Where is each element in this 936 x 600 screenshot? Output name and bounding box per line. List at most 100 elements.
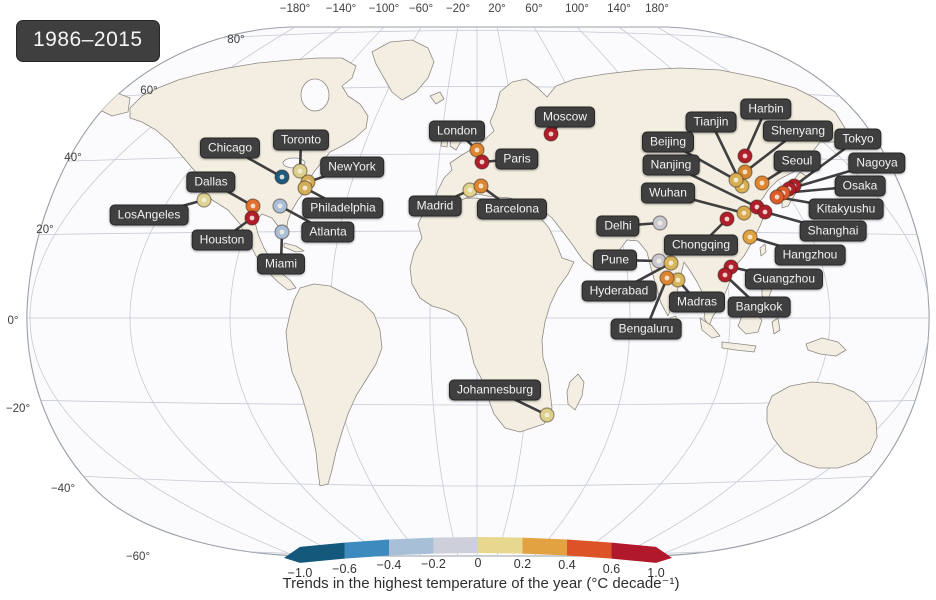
lat-label--20-: −20°: [5, 403, 31, 415]
lon-label-20-: 20°: [488, 3, 506, 15]
colorbar: [284, 537, 672, 563]
city-dot-center-bangkok: [722, 272, 728, 278]
colorbar-segment-1: [344, 539, 389, 559]
city-dot-center-paris: [479, 159, 485, 165]
hudson-bay: [300, 78, 330, 112]
city-label-delhi: Delhi: [596, 215, 640, 237]
land-iceland: [429, 91, 445, 105]
city-label-harbin: Harbin: [740, 98, 792, 120]
city-dot-center-pune: [656, 258, 662, 264]
colorbar-segment-2: [389, 537, 434, 556]
colorbar-tick-0-6: 0.6: [602, 561, 621, 576]
city-dot-center-hangzhou: [747, 234, 753, 240]
city-label-chicago: Chicago: [199, 137, 261, 159]
city-label-bangkok: Bangkok: [727, 296, 791, 318]
lat-label-20-: 20°: [36, 224, 54, 236]
city-dot-center-atlanta: [277, 203, 283, 209]
colorbar-segment-0: [300, 542, 345, 563]
colorbar-tick-0-2: 0.2: [513, 556, 532, 571]
city-dot-center-wuhan: [741, 210, 747, 216]
city-label-bengaluru: Bengaluru: [610, 318, 682, 340]
lon-label--140-: −140°: [325, 3, 357, 15]
lon-label--100-: −100°: [368, 3, 400, 15]
colorbar-left-tip: [284, 546, 300, 563]
continents: [97, 39, 899, 497]
city-dot-center-bengaluru: [664, 275, 670, 281]
city-label-moscow: Moscow: [534, 106, 596, 128]
city-label-chongqing: Chongqing: [663, 234, 739, 256]
city-dot-center-delhi: [657, 220, 663, 226]
lon-label-140-: 140°: [607, 3, 631, 15]
land-madagascar: [566, 373, 585, 411]
city-label-philadelphia: Philadelphia: [302, 197, 384, 219]
city-dot-center-barcelona: [478, 183, 484, 189]
colorbar-segment-7: [611, 542, 656, 563]
city-label-shenyang: Shenyang: [762, 120, 834, 142]
city-dot-center-guangzhou: [728, 264, 734, 270]
land-new-zealand-north: [887, 459, 899, 479]
city-label-beijing: Beijing: [641, 131, 695, 153]
city-dot-center-houston: [249, 215, 255, 221]
city-dot-center-dallas: [250, 203, 256, 209]
land-south-america: [285, 283, 383, 487]
land-africa: [409, 197, 575, 433]
city-dot-center-shanghai: [762, 209, 768, 215]
lat-label-80-: 80°: [227, 34, 245, 46]
lon-label-100-: 100°: [565, 3, 589, 15]
land-sumatra: [699, 317, 721, 339]
city-label-guangzhou: Guangzhou: [744, 268, 824, 290]
city-label-hangzhou: Hangzhou: [774, 244, 846, 266]
city-label-dallas: Dallas: [186, 171, 236, 193]
city-label-nagoya: Nagoya: [848, 152, 906, 174]
city-label-tianjin: Tianjin: [685, 111, 737, 133]
city-dot-center-madrid: [467, 187, 473, 193]
colorbar-segment-6: [567, 539, 612, 559]
title-badge: 1986–2015: [16, 20, 160, 62]
city-label-wuhan: Wuhan: [641, 182, 695, 204]
city-label-nanjing: Nanjing: [642, 154, 700, 176]
land-sulawesi: [771, 317, 781, 335]
colorbar-tick--0-2: −0.2: [421, 556, 446, 571]
lat-label--40-: −40°: [50, 483, 76, 495]
city-dot-center-chongqing: [724, 216, 730, 222]
city-dot-center-miami: [279, 229, 285, 235]
city-dot-center-toronto: [297, 168, 303, 174]
city-dot-center-moscow: [548, 131, 554, 137]
colorbar-segment-3: [433, 537, 478, 554]
lon-label--180-: −180°: [279, 3, 311, 15]
city-label-losangeles: LosAngeles: [109, 204, 189, 226]
city-label-kitakyushu: Kitakyushu: [808, 198, 884, 220]
land-cuba: [283, 242, 305, 253]
city-dots: [196, 126, 802, 423]
land-new-guinea: [805, 337, 847, 357]
lat-label--60-: −60°: [125, 551, 151, 563]
city-dot-center-shenyang: [742, 169, 748, 175]
lon-label--60-: −60°: [408, 3, 434, 15]
city-label-atlanta: Atlanta: [301, 221, 355, 243]
lon-label-60-: 60°: [525, 3, 543, 15]
city-dot-center-seoul: [759, 180, 765, 186]
city-label-london: London: [428, 120, 486, 142]
colorbar-tick--0-4: −0.4: [376, 558, 402, 573]
city-label-miami: Miami: [257, 253, 305, 275]
city-label-tokyo: Tokyo: [834, 128, 882, 150]
city-label-madrid: Madrid: [408, 195, 462, 217]
city-dot-center-london: [474, 147, 480, 153]
city-dot-center-hyderabad: [668, 260, 674, 266]
colorbar-tick-1-0: 1.0: [647, 565, 665, 580]
city-dot-center-chicago: [279, 174, 285, 180]
city-label-seoul: Seoul: [773, 150, 821, 172]
city-label-pune: Pune: [592, 249, 638, 271]
city-label-osaka: Osaka: [834, 175, 886, 197]
lon-label-180-: 180°: [645, 3, 669, 15]
city-dot-center-beijing: [733, 177, 739, 183]
colorbar-caption: Trends in the highest temperature of the…: [282, 575, 680, 592]
colorbar-tick-0: 0: [474, 556, 482, 570]
colorbar-tick-0-4: 0.4: [558, 558, 576, 573]
colorbar-segment-5: [522, 537, 567, 556]
city-label-newyork: NewYork: [320, 156, 384, 178]
city-label-johannesburg: Johannesburg: [448, 379, 542, 401]
city-dot-center-harbin: [742, 153, 748, 159]
